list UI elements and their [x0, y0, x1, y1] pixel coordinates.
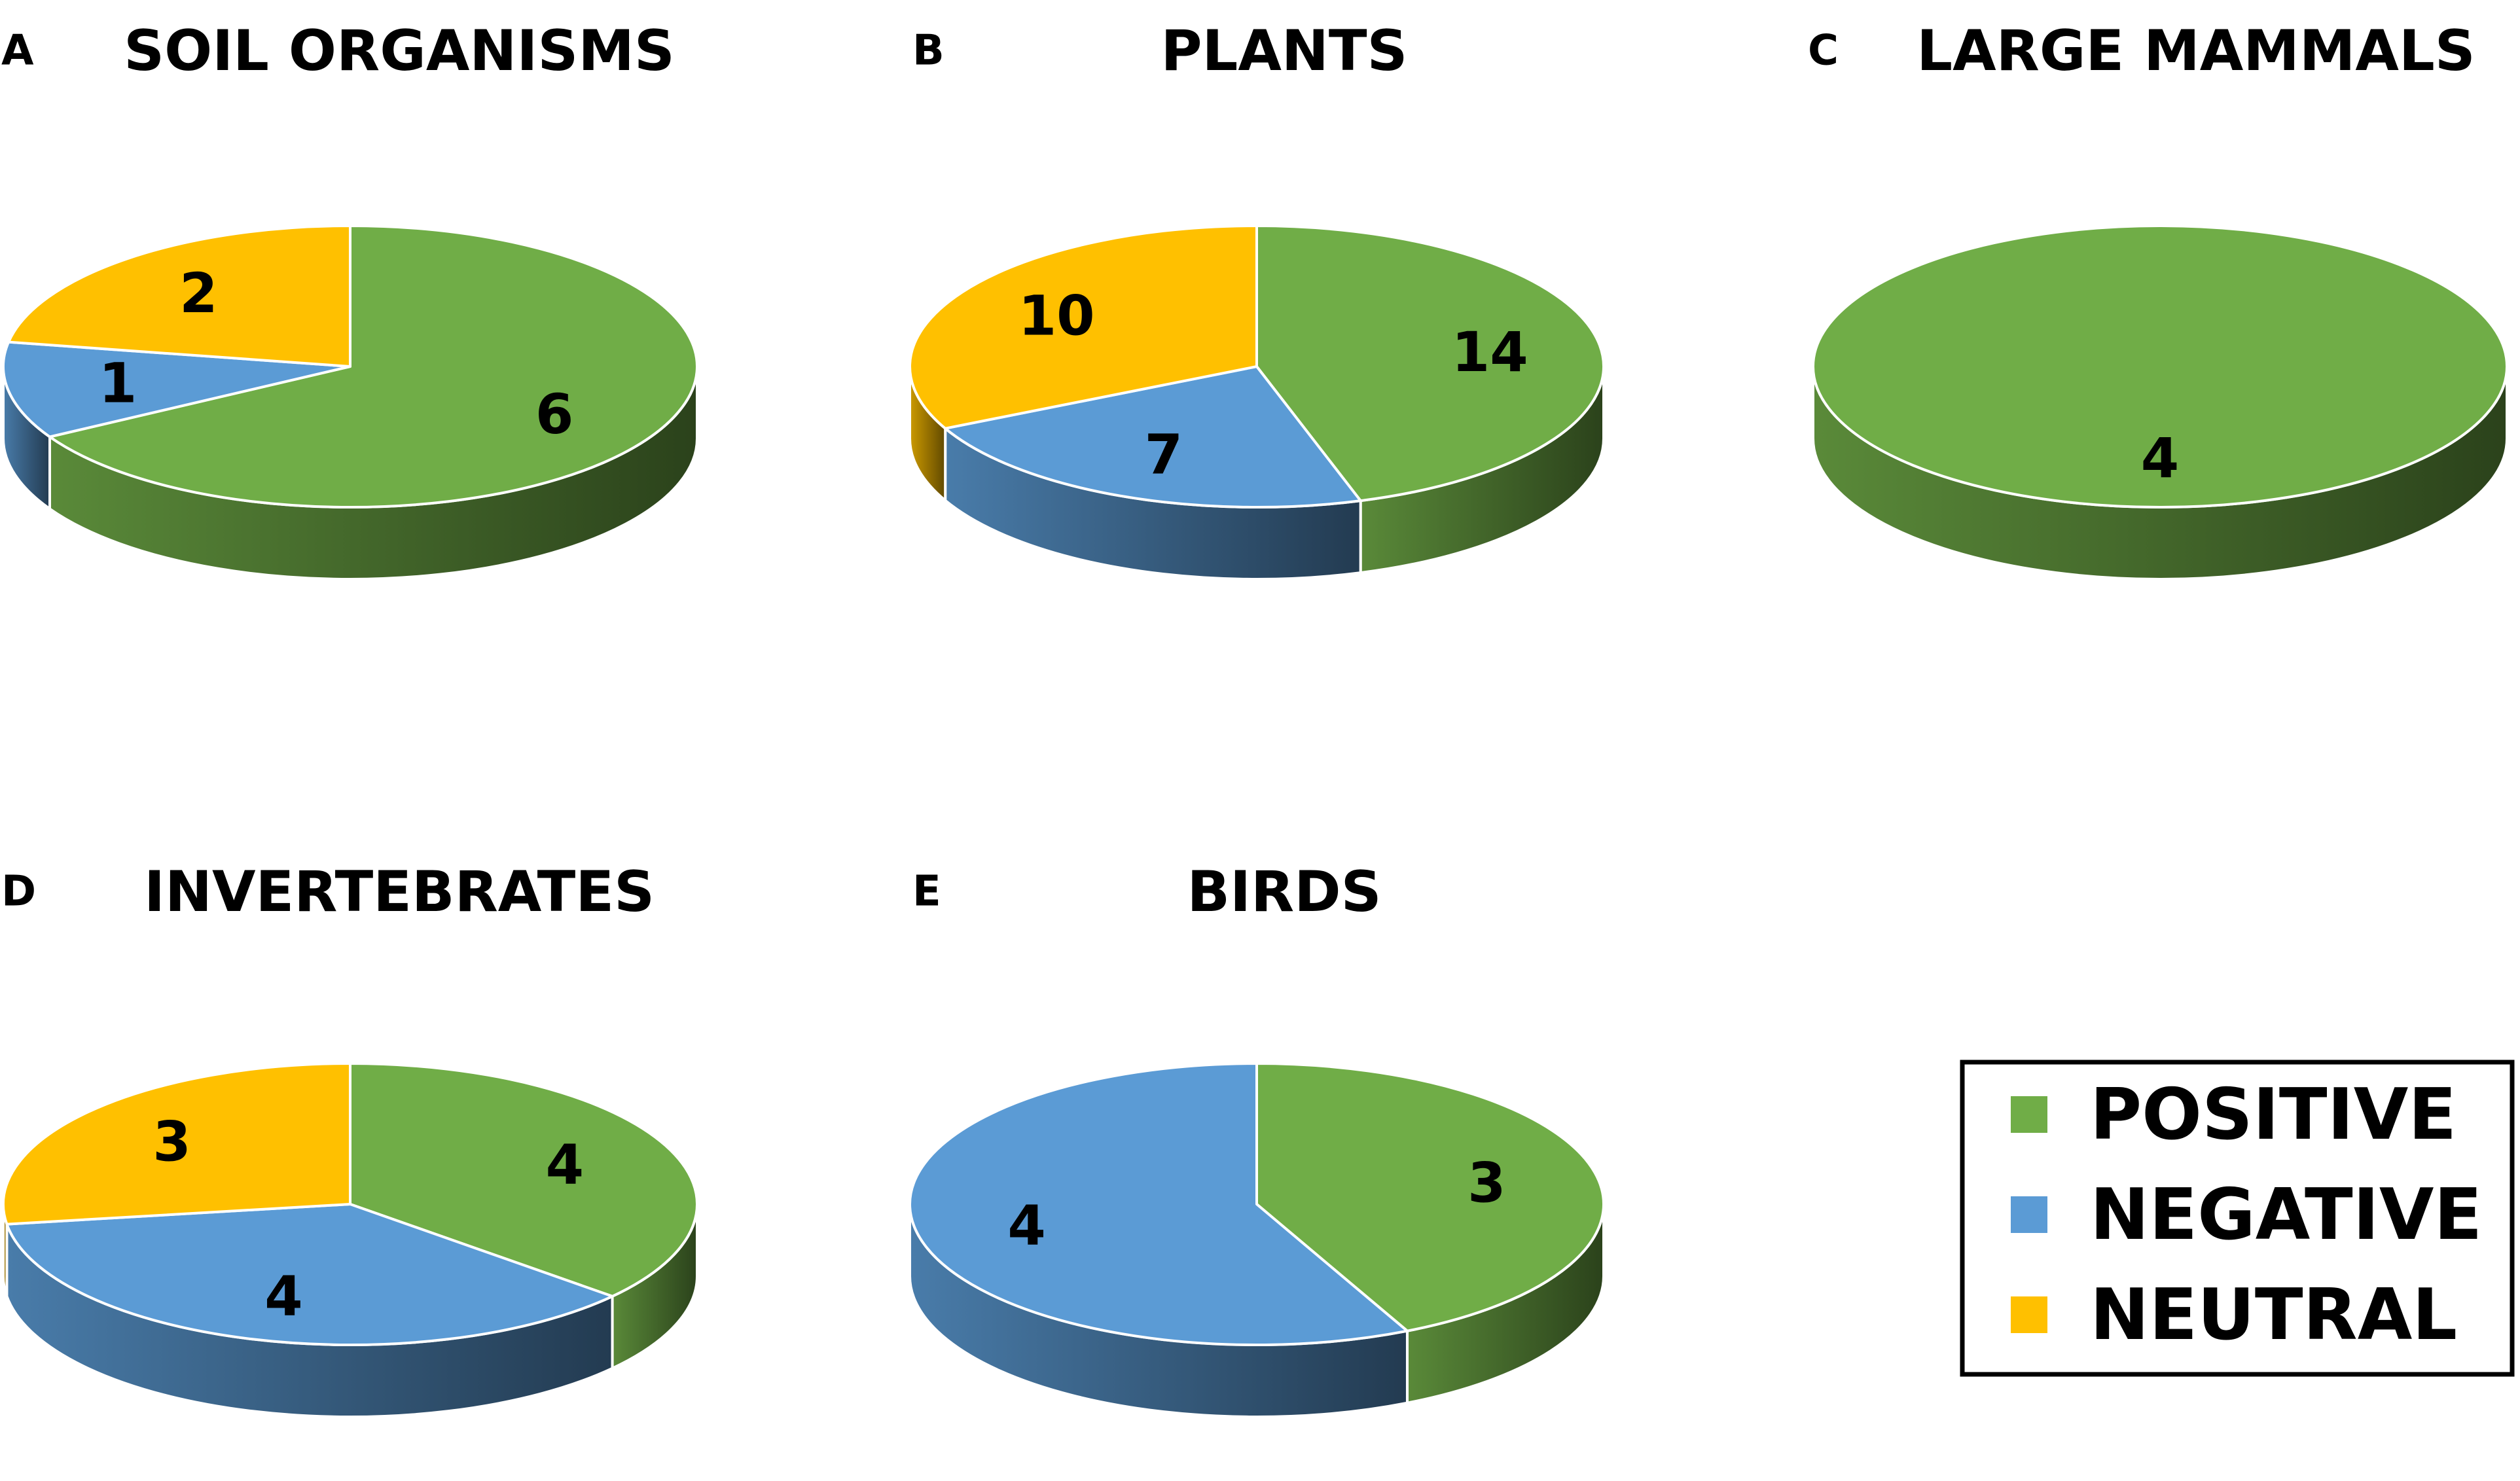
data-label-negative: 4 [1007, 1194, 1045, 1258]
pie-panel-b: B PLANTS 14 7 10 [909, 18, 1605, 580]
data-label-positive: 4 [2141, 426, 2179, 490]
pie-slice-negative [2, 340, 351, 438]
data-label-negative: 7 [1145, 422, 1183, 486]
legend-frame [1960, 1060, 2515, 1377]
panel-title: PLANTS [1161, 18, 1408, 84]
pie-slice-negative [909, 1062, 1409, 1346]
panel-letter: B [912, 26, 945, 75]
panel-title: BIRDS [1187, 859, 1381, 925]
panel-title: INVERTEBRATES [144, 859, 655, 925]
data-label-positive: 14 [1452, 320, 1528, 384]
panel-letter: A [1, 26, 34, 75]
panel-title: SOIL ORGANISMS [124, 18, 675, 84]
legend-label-positive: POSITIVE [2090, 1074, 2457, 1156]
pie-panel-a: A SOIL ORGANISMS 6 12 [1, 18, 698, 580]
pie-slice-positive [1255, 224, 1605, 503]
pie-slice-positive [48, 224, 698, 509]
pie-panel-e: E BIRDS 3 4 [909, 859, 1605, 1418]
data-label-neutral: 2 [179, 261, 217, 325]
legend-swatch-neutral [2011, 1296, 2047, 1333]
panel-letter: E [912, 867, 941, 916]
pie-slice-negative [944, 365, 1362, 509]
panel-letter: D [1, 867, 36, 916]
legend-swatch-negative [2011, 1196, 2047, 1233]
pie-slice-neutral [2, 1062, 351, 1226]
data-label-negative: 4 [264, 1264, 302, 1328]
panel-letter: C [1808, 26, 1839, 75]
legend-label-neutral: NEUTRAL [2090, 1274, 2457, 1356]
data-label-positive: 6 [535, 382, 573, 446]
panels: A SOIL ORGANISMS 6 12 B PLANTS 14 7 10 C LARGE MAM… [1, 18, 2508, 1419]
pie-slice-positive [349, 1062, 699, 1298]
pie-panel-d: D INVERTEBRATES 4 4 3 [1, 859, 699, 1419]
legend-label-negative: NEGATIVE [2090, 1174, 2482, 1256]
pie-panel-c: C LARGE MAMMALS 4 [1808, 18, 2508, 580]
legend: POSITIVE NEGATIVE NEUTRAL [1960, 1060, 2515, 1377]
pie-slice-neutral [7, 224, 351, 368]
pie-slice-positive [1812, 224, 2508, 509]
panel-title: LARGE MAMMALS [1917, 18, 2475, 84]
data-label-positive: 4 [546, 1132, 584, 1196]
data-label-neutral: 10 [1018, 284, 1095, 348]
data-label-neutral: 3 [153, 1109, 190, 1173]
data-label-negative: 1 [99, 351, 137, 415]
legend-swatch-positive [2011, 1096, 2047, 1133]
pie-slice-positive [1255, 1062, 1605, 1332]
pie-slice-negative [5, 1203, 614, 1347]
pie-slice-neutral [909, 224, 1258, 430]
data-label-positive: 3 [1467, 1151, 1505, 1215]
